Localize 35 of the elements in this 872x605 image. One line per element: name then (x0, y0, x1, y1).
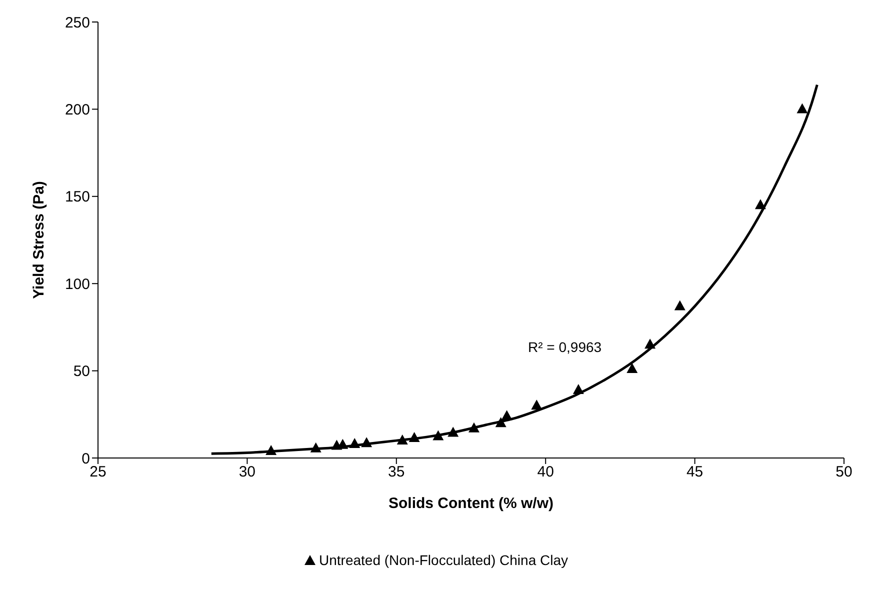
point (531, 400, 542, 410)
point (408, 432, 420, 442)
x-tick-label: 45 (686, 464, 704, 481)
point (310, 442, 322, 452)
y-tick-label: 150 (64, 188, 90, 206)
point (448, 426, 459, 437)
point (349, 438, 360, 448)
point (674, 300, 686, 310)
point (644, 338, 656, 349)
point (266, 445, 277, 456)
y-axis-title: Yield Stress (Pa) (30, 181, 48, 299)
point (495, 417, 506, 428)
x-tick-label: 50 (836, 464, 852, 481)
legend-label: Untreated (Non-Flocculated) China Clay (318, 552, 568, 568)
annotation: R² = 0,9963 (528, 339, 602, 355)
point (754, 199, 766, 210)
y-tick-label: 50 (73, 363, 90, 380)
point (796, 103, 808, 114)
point (396, 434, 408, 445)
point (626, 363, 638, 374)
line-series (210, 84, 818, 455)
point (572, 384, 584, 394)
point (501, 410, 512, 420)
y-tick-label: 200 (64, 102, 90, 119)
y-tick-label: 250 (64, 14, 90, 32)
x-tick-label: 30 (238, 464, 256, 481)
y-tick-label: 100 (64, 276, 90, 293)
x-axis-title: Solids Content (% w/w) (388, 495, 554, 512)
x-tick-label: 35 (388, 464, 405, 481)
point (468, 422, 480, 432)
point (361, 437, 372, 448)
x-tick-label: 25 (90, 464, 106, 481)
point (432, 430, 444, 440)
y-tick-label: 0 (82, 450, 90, 468)
x-tick-label: 40 (537, 464, 554, 481)
